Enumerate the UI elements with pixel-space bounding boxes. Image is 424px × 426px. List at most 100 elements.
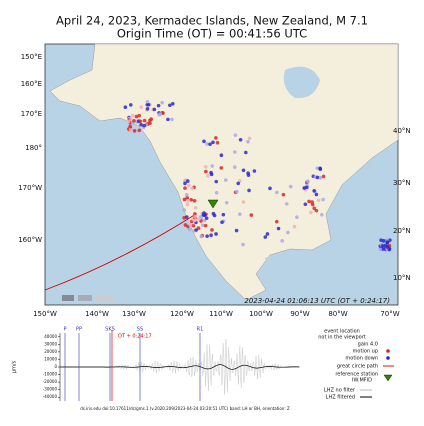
station <box>139 123 143 127</box>
station <box>221 212 226 217</box>
station <box>168 103 172 108</box>
legend-text: event location <box>324 329 360 335</box>
station <box>166 117 170 122</box>
station <box>193 205 198 210</box>
lon-label: 130°W <box>122 310 146 318</box>
station <box>205 142 209 146</box>
station <box>138 119 143 124</box>
station <box>204 216 209 220</box>
station <box>170 101 175 106</box>
station <box>214 179 219 184</box>
station <box>219 153 224 157</box>
station <box>182 208 187 212</box>
legend-text: IW.MFID <box>352 378 372 384</box>
lat-label: 20°N <box>393 227 411 235</box>
station <box>170 117 174 122</box>
station <box>314 208 319 213</box>
station <box>142 118 147 123</box>
station <box>206 174 210 178</box>
station <box>139 105 143 109</box>
station <box>129 117 133 121</box>
station <box>123 105 128 109</box>
station <box>126 119 131 124</box>
station <box>320 212 324 217</box>
station <box>211 211 216 216</box>
station <box>128 127 133 132</box>
station <box>288 184 293 189</box>
station <box>381 239 386 243</box>
station <box>276 226 281 231</box>
footer: ds.iris.edu doi:10.17611/dc/gms.1 (v.202… <box>80 406 290 411</box>
station <box>241 242 245 247</box>
station <box>315 166 320 170</box>
station <box>224 200 229 205</box>
station <box>192 198 197 203</box>
logo <box>78 295 92 301</box>
station <box>145 100 150 104</box>
station <box>182 197 187 202</box>
station <box>202 139 206 144</box>
station <box>268 186 272 191</box>
station <box>312 189 317 193</box>
station <box>152 107 157 112</box>
station <box>249 213 254 217</box>
legend-symbol <box>386 356 390 360</box>
station <box>209 170 213 175</box>
subtitle: Origin Time (OT) = 00:41:56 UTC <box>117 27 307 41</box>
station <box>211 140 215 145</box>
station <box>188 223 193 228</box>
station <box>214 136 218 140</box>
lat-label: 30°N <box>393 179 411 187</box>
title: April 24, 2023, Kermadec Islands, New Ze… <box>56 14 368 28</box>
legend-text: gain 4.0 <box>358 342 378 348</box>
legend-text: motion up <box>353 349 378 355</box>
station <box>187 183 191 188</box>
station <box>183 223 188 227</box>
station <box>388 238 392 242</box>
station <box>200 223 205 228</box>
station <box>263 235 268 239</box>
great-circle-path <box>44 213 197 291</box>
station <box>312 206 317 211</box>
station <box>236 181 241 186</box>
station <box>158 112 163 116</box>
station <box>186 199 190 203</box>
lon-label: 80°W <box>328 310 347 318</box>
legend-symbol <box>383 374 393 382</box>
station <box>220 220 224 225</box>
legend-text: LHZ no filter <box>324 388 356 394</box>
station <box>385 240 390 244</box>
timestamp: 2023-04-24 01:06:13 UTC (OT + 0:24:17) <box>244 297 390 305</box>
station <box>316 198 321 203</box>
logo <box>96 295 114 301</box>
lat-label: 40°N <box>393 127 411 135</box>
phase-label: PP <box>76 327 82 333</box>
station <box>132 118 136 123</box>
lon-label: 120°W <box>170 310 194 318</box>
station <box>185 196 190 200</box>
station <box>202 211 206 215</box>
station <box>310 202 315 207</box>
legend-text: not in the viewport <box>318 335 366 341</box>
lon-label: 140°W <box>85 310 109 318</box>
station <box>208 142 212 147</box>
station <box>130 113 135 118</box>
station <box>224 178 228 182</box>
station <box>184 215 189 219</box>
station <box>197 217 201 221</box>
station <box>128 103 133 107</box>
station <box>193 214 197 219</box>
station <box>314 192 319 197</box>
lon-label: 110°W <box>209 310 233 318</box>
lon-label: 100°W <box>249 310 273 318</box>
station <box>128 124 132 129</box>
station <box>148 121 152 125</box>
station <box>142 123 147 128</box>
stations <box>123 100 392 252</box>
station <box>302 186 307 190</box>
station <box>209 233 213 237</box>
station <box>307 199 311 204</box>
station <box>189 197 193 202</box>
station <box>318 175 323 180</box>
phase-label: P <box>63 327 66 333</box>
